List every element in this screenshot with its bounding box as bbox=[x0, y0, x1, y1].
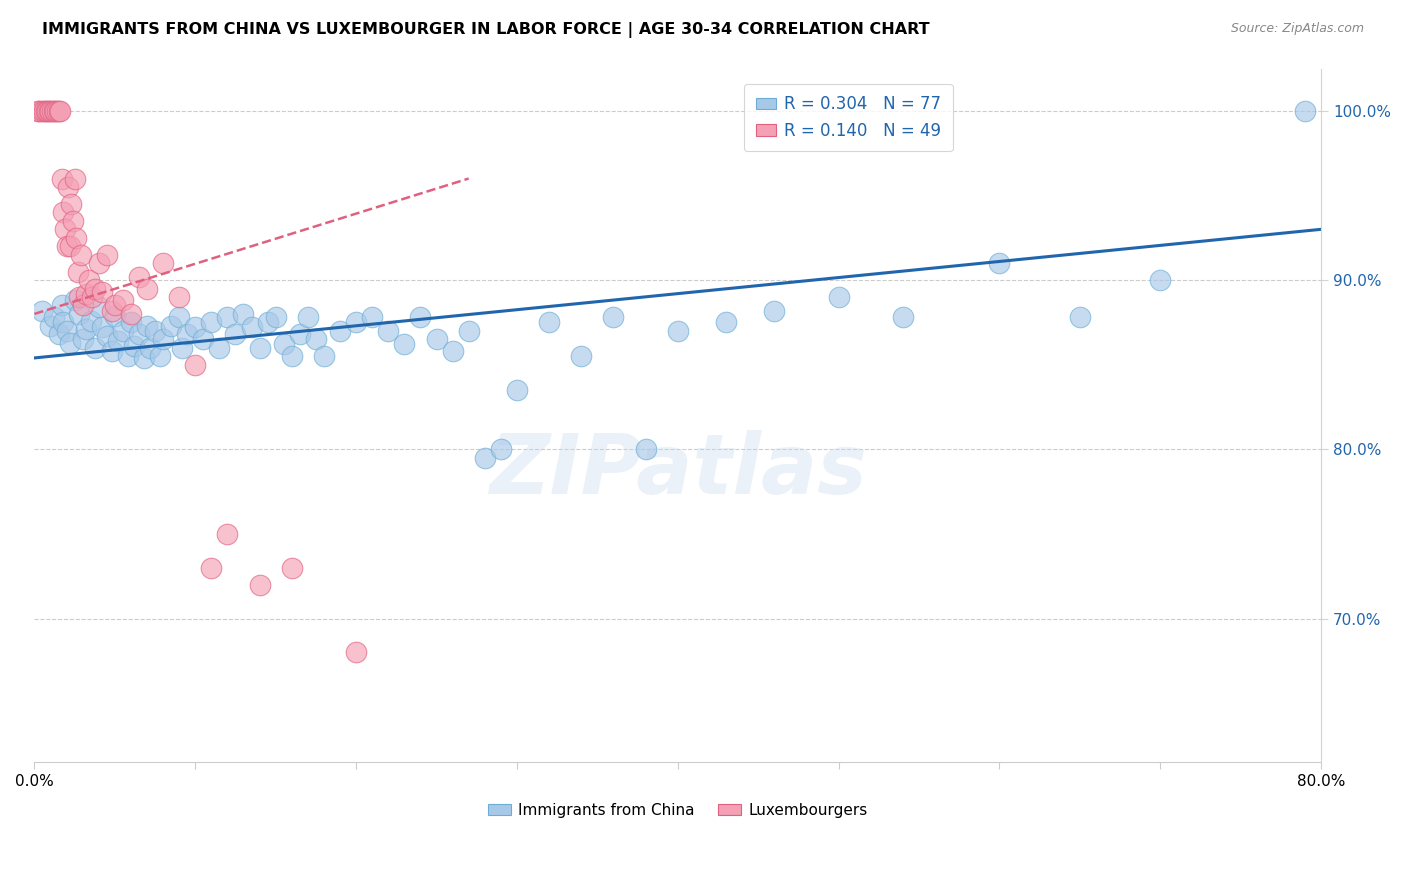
Point bbox=[62, 214, 84, 228]
Point bbox=[256, 315, 278, 329]
Point bbox=[240, 320, 263, 334]
Point bbox=[63, 293, 86, 308]
Legend: Immigrants from China, Luxembourgers: Immigrants from China, Luxembourgers bbox=[482, 797, 873, 824]
Point bbox=[149, 349, 172, 363]
Point bbox=[666, 324, 689, 338]
Point bbox=[193, 332, 215, 346]
Point bbox=[41, 103, 63, 118]
Point bbox=[425, 332, 447, 346]
Point bbox=[120, 307, 142, 321]
Point bbox=[167, 310, 190, 325]
Point bbox=[288, 327, 311, 342]
Point bbox=[28, 103, 51, 118]
Point bbox=[53, 222, 76, 236]
Point bbox=[329, 324, 352, 338]
Point bbox=[55, 324, 77, 338]
Text: IMMIGRANTS FROM CHINA VS LUXEMBOURGER IN LABOR FORCE | AGE 30-34 CORRELATION CHA: IMMIGRANTS FROM CHINA VS LUXEMBOURGER IN… bbox=[42, 22, 929, 38]
Point bbox=[217, 310, 239, 325]
Point bbox=[67, 290, 90, 304]
Point bbox=[217, 527, 239, 541]
Point bbox=[39, 103, 62, 118]
Point bbox=[344, 645, 367, 659]
Point bbox=[31, 103, 53, 118]
Point bbox=[167, 290, 190, 304]
Point bbox=[34, 103, 56, 118]
Point bbox=[506, 383, 529, 397]
Point bbox=[176, 327, 198, 342]
Point bbox=[59, 335, 82, 350]
Point bbox=[51, 171, 73, 186]
Point bbox=[297, 310, 319, 325]
Point bbox=[59, 239, 82, 253]
Point bbox=[49, 103, 72, 118]
Point bbox=[42, 103, 65, 118]
Point bbox=[224, 327, 246, 342]
Point bbox=[208, 341, 231, 355]
Point bbox=[77, 273, 100, 287]
Point bbox=[714, 315, 737, 329]
Point bbox=[1294, 103, 1316, 118]
Point bbox=[305, 332, 328, 346]
Point bbox=[60, 197, 83, 211]
Point bbox=[100, 303, 122, 318]
Point bbox=[232, 307, 254, 321]
Point bbox=[184, 320, 207, 334]
Point bbox=[90, 320, 112, 334]
Point bbox=[377, 324, 399, 338]
Point bbox=[249, 578, 271, 592]
Point bbox=[111, 293, 134, 308]
Point bbox=[569, 349, 592, 363]
Point bbox=[160, 318, 183, 333]
Point bbox=[96, 248, 118, 262]
Point bbox=[280, 349, 302, 363]
Point bbox=[63, 171, 86, 186]
Point bbox=[55, 239, 77, 253]
Point bbox=[90, 285, 112, 299]
Point bbox=[152, 256, 174, 270]
Point bbox=[87, 300, 110, 314]
Point bbox=[538, 315, 561, 329]
Text: ZIPatlas: ZIPatlas bbox=[489, 431, 866, 511]
Point bbox=[107, 334, 129, 348]
Point bbox=[48, 103, 70, 118]
Point bbox=[96, 329, 118, 343]
Point bbox=[763, 303, 786, 318]
Point bbox=[280, 561, 302, 575]
Point bbox=[104, 309, 127, 323]
Point bbox=[87, 256, 110, 270]
Point bbox=[65, 231, 87, 245]
Point bbox=[66, 265, 89, 279]
Point bbox=[1069, 310, 1091, 325]
Point bbox=[827, 290, 849, 304]
Point bbox=[172, 341, 194, 355]
Point bbox=[111, 324, 134, 338]
Point bbox=[122, 339, 145, 353]
Point bbox=[39, 318, 62, 333]
Point bbox=[82, 290, 104, 304]
Point bbox=[48, 327, 70, 342]
Point bbox=[312, 349, 335, 363]
Point bbox=[634, 442, 657, 457]
Point bbox=[132, 351, 155, 365]
Point bbox=[31, 303, 53, 318]
Point bbox=[44, 103, 66, 118]
Point bbox=[139, 341, 162, 355]
Point bbox=[84, 281, 107, 295]
Point bbox=[394, 337, 416, 351]
Point bbox=[51, 298, 73, 312]
Point bbox=[100, 344, 122, 359]
Point bbox=[70, 248, 93, 262]
Point bbox=[104, 298, 127, 312]
Point bbox=[120, 315, 142, 329]
Point bbox=[67, 307, 90, 321]
Point bbox=[184, 358, 207, 372]
Point bbox=[361, 310, 384, 325]
Point bbox=[52, 315, 75, 329]
Point bbox=[1149, 273, 1171, 287]
Point bbox=[38, 103, 60, 118]
Point bbox=[136, 318, 159, 333]
Point bbox=[344, 315, 367, 329]
Point bbox=[37, 103, 59, 118]
Point bbox=[136, 281, 159, 295]
